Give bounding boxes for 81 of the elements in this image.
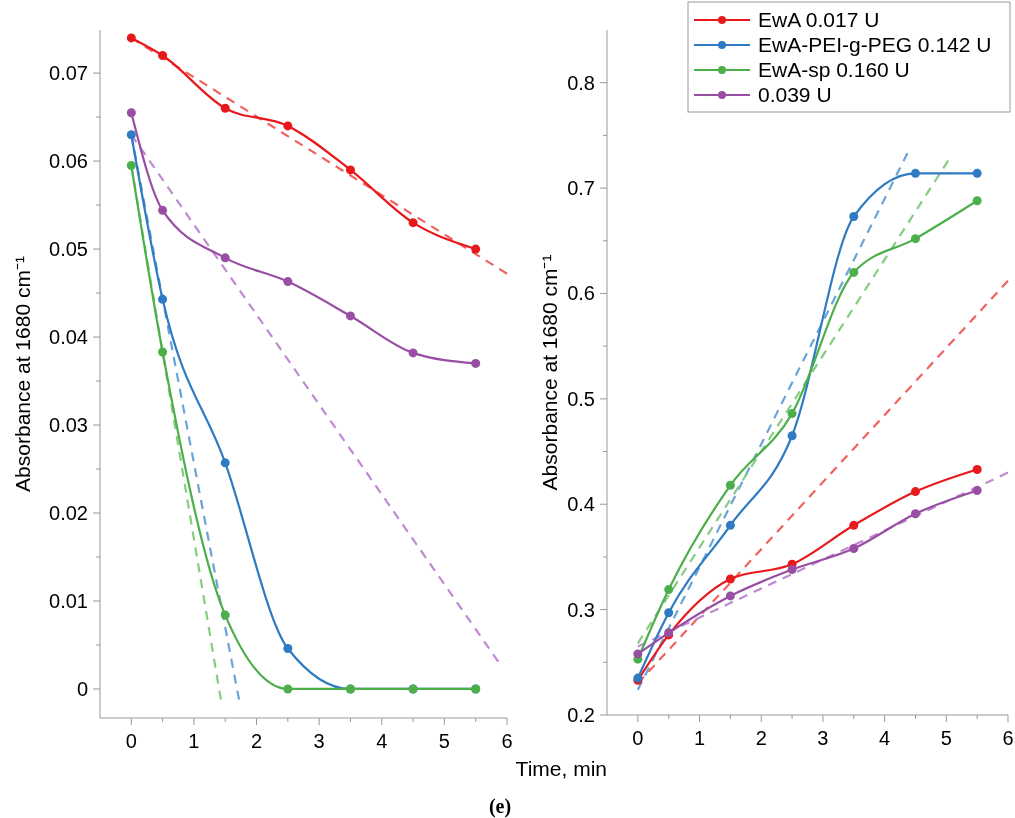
legend-label: EwA 0.017 U	[758, 8, 880, 31]
point	[158, 205, 168, 215]
point	[664, 608, 674, 618]
point	[126, 33, 136, 43]
y-tick-label: 0.2	[567, 704, 595, 726]
legend-label: EwA-PEI-g-PEG 0.142 U	[758, 33, 992, 56]
x-tick-label: 3	[817, 727, 829, 749]
x-tick-label: 0	[632, 727, 644, 749]
point	[220, 103, 230, 113]
y-tick-label: 0.01	[49, 589, 88, 612]
y-tick-label: 0.03	[49, 414, 88, 437]
point	[283, 684, 293, 694]
y-tick-label: 0	[76, 677, 88, 700]
y-tick-label: 0.3	[567, 598, 595, 621]
x-tick-label: 3	[313, 730, 325, 752]
y-axis-title: Absorbance at 1680 cm⁻¹	[538, 254, 561, 491]
y-tick-label: 0.8	[567, 71, 595, 94]
y-axis-title: Absorbance at 1680 cm⁻¹	[11, 256, 34, 492]
point	[158, 51, 168, 61]
legend-label: EwA-sp 0.160 U	[758, 58, 910, 81]
point	[345, 165, 355, 175]
point	[972, 196, 982, 206]
y-tick-label: 0.7	[567, 177, 595, 200]
y-tick-label: 0.04	[49, 326, 88, 349]
y-tick-label: 0.05	[49, 238, 88, 261]
point	[910, 168, 920, 178]
point	[725, 591, 735, 601]
point	[126, 130, 136, 140]
point	[283, 121, 293, 131]
point	[972, 168, 982, 178]
point	[787, 431, 797, 441]
point	[787, 409, 797, 419]
point	[849, 520, 859, 530]
x-tick-label: 1	[693, 727, 706, 749]
point	[158, 347, 168, 357]
y-tick-label: 0.07	[49, 62, 88, 85]
point	[849, 267, 859, 277]
point	[408, 218, 418, 228]
point	[126, 108, 136, 118]
point	[664, 585, 674, 595]
x-tick-label: 6	[1002, 727, 1014, 749]
point	[849, 212, 859, 222]
point	[972, 486, 982, 496]
point	[725, 574, 735, 584]
point	[849, 543, 859, 553]
point	[220, 458, 230, 468]
y-tick-label: 0.6	[567, 282, 595, 305]
point	[471, 358, 481, 368]
point	[910, 487, 920, 497]
point	[126, 160, 136, 170]
point	[910, 234, 920, 244]
x-tick-label: 6	[501, 730, 513, 752]
point	[972, 464, 982, 474]
point	[910, 509, 920, 519]
x-axis-title: Time, min	[515, 757, 607, 780]
x-tick-label: 5	[438, 730, 450, 752]
point	[345, 311, 355, 321]
point	[408, 348, 418, 358]
x-tick-label: 0	[125, 730, 137, 752]
point	[633, 649, 643, 659]
x-tick-label: 2	[250, 730, 263, 752]
x-tick-label: 4	[879, 727, 891, 749]
point	[158, 294, 168, 304]
point	[471, 244, 481, 254]
point	[283, 277, 293, 287]
y-tick-label: 0.5	[567, 387, 595, 410]
point	[725, 480, 735, 490]
point	[787, 565, 797, 575]
text: (e)	[488, 795, 512, 818]
x-tick-label: 2	[755, 727, 767, 749]
point	[283, 644, 293, 653]
x-tick-label: 1	[188, 730, 200, 752]
x-tick-label: 4	[376, 730, 388, 752]
point	[220, 610, 230, 620]
legend-label: 0.039 U	[758, 83, 832, 106]
y-tick-label: 0.06	[49, 150, 88, 173]
y-tick-label: 0.02	[49, 502, 88, 525]
point	[220, 253, 230, 263]
y-tick-label: 0.4	[567, 493, 595, 516]
point	[725, 520, 735, 530]
x-tick-label: 5	[940, 727, 952, 749]
